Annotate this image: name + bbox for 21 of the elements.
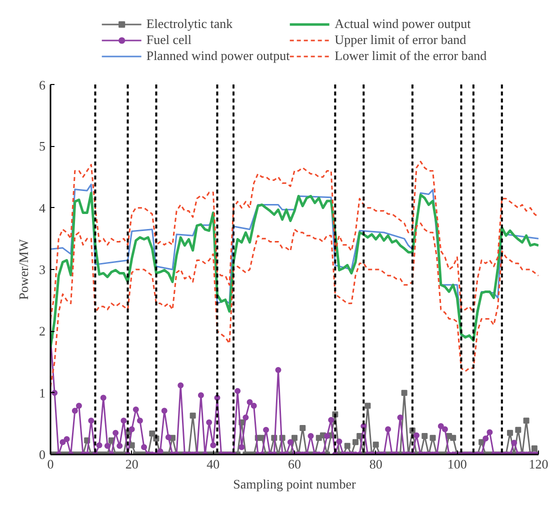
- legend-label: Planned wind power output: [146, 48, 290, 64]
- y-axis-title: Power/MW: [16, 238, 31, 300]
- legend-label: Fuel cell: [146, 32, 192, 48]
- x-tick-label: 120: [528, 456, 548, 472]
- y-tick-label: 4: [39, 200, 46, 216]
- x-tick-label: 80: [369, 456, 382, 472]
- x-tick-label: 20: [125, 456, 138, 472]
- legend-label: Electrolytic tank: [146, 16, 233, 32]
- y-tick-label: 6: [39, 78, 46, 92]
- legend-label: Upper limit of error band: [334, 32, 466, 48]
- y-tick-label: 0: [39, 447, 46, 462]
- x-axis-title: Sampling point number: [233, 476, 357, 492]
- x-tick-label: 40: [206, 456, 220, 472]
- x-tick-label: 100: [447, 456, 467, 472]
- y-tick-label: 3: [39, 262, 46, 277]
- y-tick-label: 1: [39, 385, 46, 400]
- x-tick-label: 60: [288, 456, 301, 472]
- y-tick-label: 5: [39, 138, 46, 154]
- legend-label: Actual wind power output: [334, 16, 471, 32]
- y-tick-label: 2: [39, 324, 46, 339]
- legend-label: Lower limit of the error band: [334, 48, 487, 64]
